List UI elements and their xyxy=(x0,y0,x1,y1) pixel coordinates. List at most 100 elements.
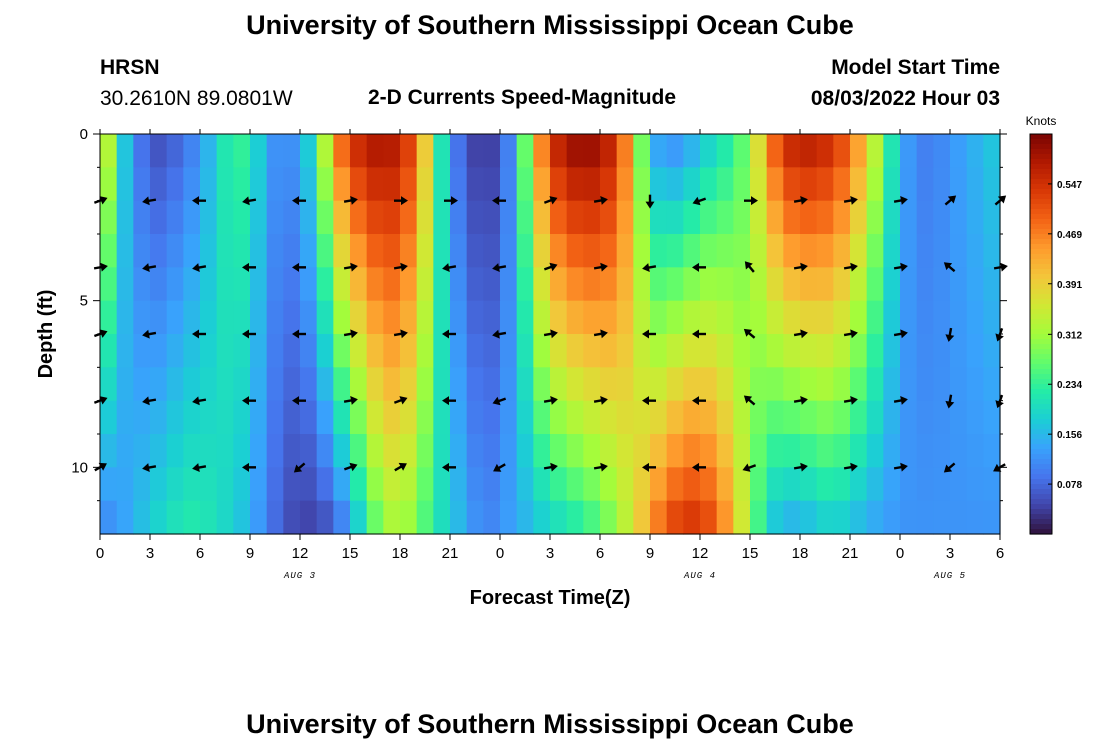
vector-head xyxy=(142,396,150,406)
heatmap-cell xyxy=(166,434,184,468)
current-vector-arrow xyxy=(642,396,656,406)
heatmap-cell xyxy=(700,200,718,235)
vector-head xyxy=(550,396,558,405)
colorbar-segment xyxy=(1030,184,1052,190)
heatmap-cell xyxy=(166,367,184,402)
heatmap-cell xyxy=(866,234,884,268)
vector-head xyxy=(292,262,299,272)
heatmap-cell xyxy=(983,267,1001,302)
heatmap-cell xyxy=(816,267,834,302)
heatmap-cell xyxy=(750,134,768,168)
heatmap-cell xyxy=(866,300,884,335)
vector-head xyxy=(400,329,408,339)
heatmap-cell xyxy=(166,467,184,502)
heatmap-cell xyxy=(166,300,184,335)
heatmap-cell xyxy=(600,400,618,435)
y-axis-label: Depth (ft) xyxy=(35,290,57,379)
current-vector-arrow xyxy=(593,329,608,339)
heatmap-cell xyxy=(400,167,418,202)
colorbar-segment xyxy=(1030,169,1052,175)
vector-head xyxy=(192,463,200,472)
station-name: HRSN xyxy=(100,56,160,79)
heatmap-cell xyxy=(266,167,284,202)
heatmap-cell xyxy=(383,467,401,502)
current-vector-arrow xyxy=(292,262,306,272)
heatmap-cell xyxy=(266,367,284,402)
heatmap-cell xyxy=(516,500,534,535)
heatmap-cell xyxy=(266,434,284,468)
vector-head xyxy=(943,262,953,271)
heatmap-cell xyxy=(466,467,484,502)
vector-head xyxy=(600,196,608,205)
heatmap-cell xyxy=(966,234,984,268)
heatmap-cell xyxy=(200,467,218,502)
heatmap-cell xyxy=(533,234,551,268)
heatmap-cell xyxy=(333,200,351,235)
heatmap-cell xyxy=(933,167,951,202)
heatmap-cell xyxy=(883,167,901,202)
heatmap-cell xyxy=(916,367,934,402)
heatmap-cell xyxy=(466,400,484,435)
colorbar-segment xyxy=(1030,329,1052,335)
heatmap-cell xyxy=(950,167,968,202)
heatmap-cell xyxy=(850,434,868,468)
heatmap-cell xyxy=(700,334,718,368)
heatmap-cell xyxy=(933,400,951,435)
heatmap-cell xyxy=(150,200,168,235)
x-tick-label: 21 xyxy=(442,545,459,562)
heatmap-cell xyxy=(850,400,868,435)
heatmap-cell xyxy=(216,500,234,535)
heatmap-cell xyxy=(100,300,118,335)
heatmap-cell xyxy=(183,234,201,268)
heatmap-cell xyxy=(100,434,118,468)
heatmap-cell xyxy=(733,300,751,335)
heatmap-cell xyxy=(583,134,601,168)
heatmap-cell xyxy=(600,167,618,202)
heatmap-cell xyxy=(800,234,818,268)
heatmap-cell xyxy=(633,167,651,202)
heatmap-cell xyxy=(366,267,384,302)
heatmap-cell xyxy=(233,167,251,202)
heatmap-cell xyxy=(550,500,568,535)
heatmap-cell xyxy=(533,367,551,402)
heatmap-cell xyxy=(600,267,618,302)
current-vector-arrow xyxy=(142,196,157,206)
heatmap-cell xyxy=(833,467,851,502)
colorbar-segment xyxy=(1030,454,1052,460)
vector-head xyxy=(349,462,358,472)
heatmap-cell xyxy=(866,200,884,235)
heatmap-cell xyxy=(233,234,251,268)
heatmap-cell xyxy=(100,400,118,435)
vector-head xyxy=(900,462,908,472)
heatmap-cell xyxy=(550,400,568,435)
colorbar-segment xyxy=(1030,499,1052,505)
colorbar-segment xyxy=(1030,249,1052,255)
heatmap-cell xyxy=(283,334,301,368)
heatmap-cell xyxy=(916,267,934,302)
x-tick-label: 12 xyxy=(692,545,709,562)
heatmap-cell xyxy=(616,434,634,468)
heatmap-cell xyxy=(833,200,851,235)
heatmap-cell xyxy=(500,367,518,402)
heatmap-cell xyxy=(683,334,701,368)
heatmap-cell xyxy=(383,334,401,368)
colorbar-segment xyxy=(1030,524,1052,530)
colorbar-segment xyxy=(1030,469,1052,475)
heatmap-cell xyxy=(150,234,168,268)
heatmap-cell xyxy=(633,134,651,168)
heatmap-cell xyxy=(216,134,234,168)
heatmap-cell xyxy=(816,167,834,202)
heatmap-cell xyxy=(216,167,234,202)
heatmap-cell xyxy=(983,234,1001,268)
colorbar-segment xyxy=(1030,504,1052,510)
heatmap-cell xyxy=(766,467,784,502)
heatmap-cell xyxy=(650,267,668,302)
heatmap-cell xyxy=(266,334,284,368)
heatmap-cell xyxy=(816,134,834,168)
heatmap-cell xyxy=(566,134,584,168)
heatmap-cell xyxy=(766,300,784,335)
colorbar-segment xyxy=(1030,349,1052,355)
heatmap-cell xyxy=(116,367,134,402)
heatmap-cell xyxy=(133,367,151,402)
colorbar-segment xyxy=(1030,134,1052,140)
